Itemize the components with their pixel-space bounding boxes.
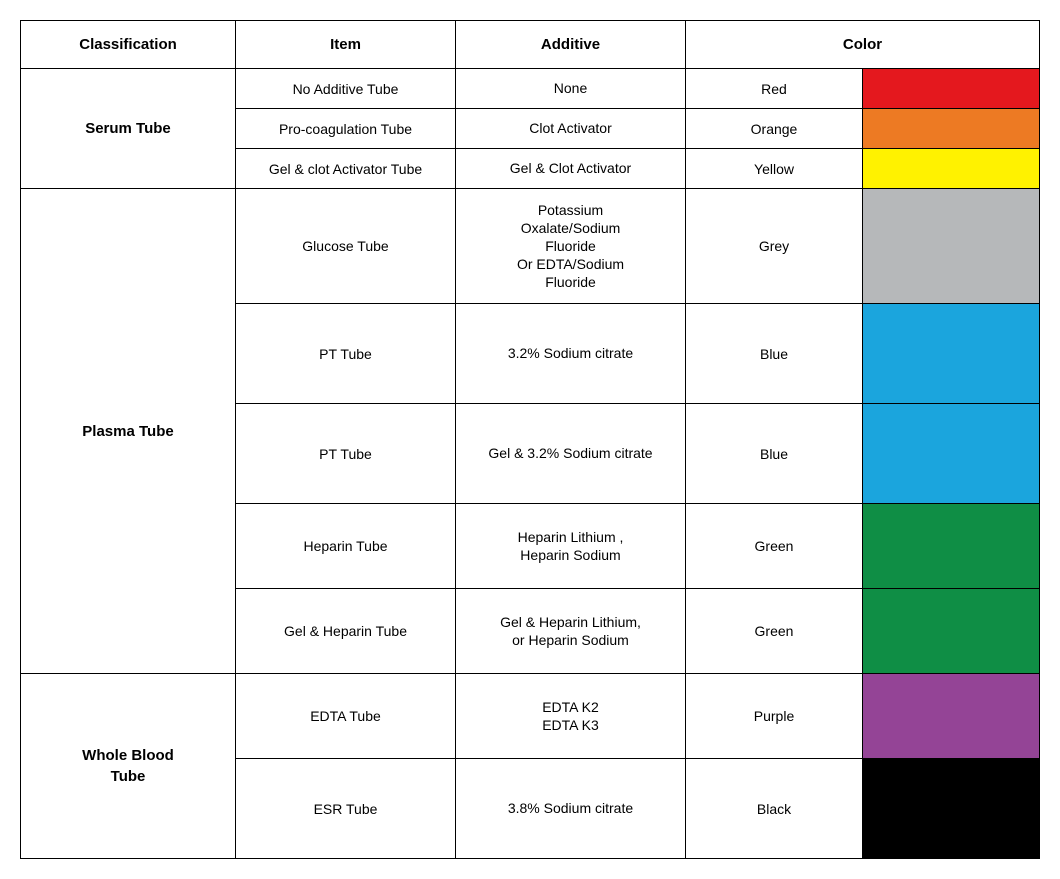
color-name-cell: Green (686, 504, 863, 589)
color-swatch-cell (863, 674, 1040, 759)
color-name-cell: Orange (686, 109, 863, 149)
item-cell: No Additive Tube (236, 69, 456, 109)
additive-cell: None (456, 69, 686, 109)
item-cell: Gel & clot Activator Tube (236, 149, 456, 189)
table-row: Plasma TubeGlucose TubePotassium Oxalate… (21, 189, 1040, 304)
color-name-cell: Yellow (686, 149, 863, 189)
color-swatch-cell (863, 69, 1040, 109)
additive-cell: Gel & Heparin Lithium, or Heparin Sodium (456, 589, 686, 674)
additive-cell: 3.2% Sodium citrate (456, 304, 686, 404)
item-cell: PT Tube (236, 304, 456, 404)
header-classification: Classification (21, 21, 236, 69)
color-name-cell: Blue (686, 304, 863, 404)
color-swatch-cell (863, 109, 1040, 149)
table-header-row: Classification Item Additive Color (21, 21, 1040, 69)
color-name-cell: Red (686, 69, 863, 109)
color-swatch-cell (863, 404, 1040, 504)
color-name-cell: Green (686, 589, 863, 674)
item-cell: Glucose Tube (236, 189, 456, 304)
additive-cell: Clot Activator (456, 109, 686, 149)
tube-classification-table: Classification Item Additive Color Serum… (20, 20, 1040, 859)
item-cell: ESR Tube (236, 759, 456, 859)
header-color: Color (686, 21, 1040, 69)
classification-cell: Whole Blood Tube (21, 674, 236, 859)
additive-cell: 3.8% Sodium citrate (456, 759, 686, 859)
color-name-cell: Grey (686, 189, 863, 304)
table-body: Serum TubeNo Additive TubeNoneRedPro-coa… (21, 69, 1040, 859)
color-swatch-cell (863, 149, 1040, 189)
classification-cell: Serum Tube (21, 69, 236, 189)
additive-cell: Heparin Lithium , Heparin Sodium (456, 504, 686, 589)
color-swatch-cell (863, 759, 1040, 859)
color-swatch-cell (863, 304, 1040, 404)
item-cell: Gel & Heparin Tube (236, 589, 456, 674)
color-swatch-cell (863, 504, 1040, 589)
additive-cell: EDTA K2 EDTA K3 (456, 674, 686, 759)
table-row: Serum TubeNo Additive TubeNoneRed (21, 69, 1040, 109)
color-name-cell: Purple (686, 674, 863, 759)
item-cell: EDTA Tube (236, 674, 456, 759)
item-cell: Pro-coagulation Tube (236, 109, 456, 149)
color-swatch-cell (863, 589, 1040, 674)
classification-cell: Plasma Tube (21, 189, 236, 674)
table-row: Whole Blood TubeEDTA TubeEDTA K2 EDTA K3… (21, 674, 1040, 759)
color-name-cell: Blue (686, 404, 863, 504)
item-cell: Heparin Tube (236, 504, 456, 589)
header-item: Item (236, 21, 456, 69)
header-additive: Additive (456, 21, 686, 69)
additive-cell: Gel & 3.2% Sodium citrate (456, 404, 686, 504)
additive-cell: Gel & Clot Activator (456, 149, 686, 189)
item-cell: PT Tube (236, 404, 456, 504)
additive-cell: Potassium Oxalate/Sodium Fluoride Or EDT… (456, 189, 686, 304)
color-name-cell: Black (686, 759, 863, 859)
color-swatch-cell (863, 189, 1040, 304)
